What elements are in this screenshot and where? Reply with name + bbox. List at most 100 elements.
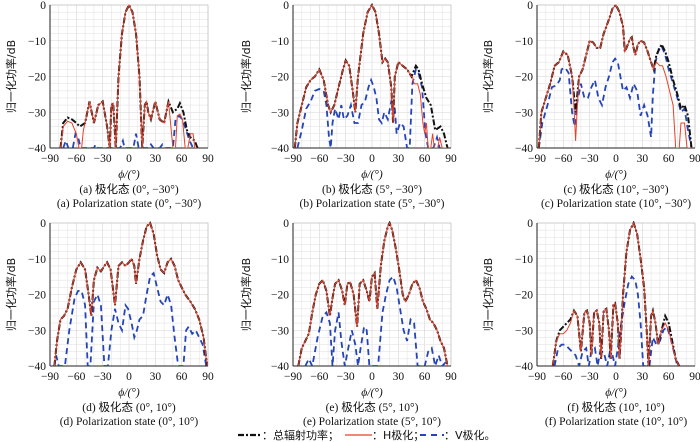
y-tick-label: 0 <box>283 0 289 12</box>
y-tick-label: −40 <box>28 143 46 155</box>
caption-en: (d) Polarization state (0°, 10°) <box>60 416 199 428</box>
y-axis-label: 归一化功率/dB <box>481 258 495 331</box>
y-tick-label: −10 <box>515 36 533 48</box>
x-tick-label: 90 <box>445 371 457 383</box>
x-tick-label: 30 <box>637 371 649 383</box>
series-h-polarization <box>297 221 448 366</box>
x-tick-label: 30 <box>150 371 162 383</box>
x-tick-label: −90 <box>41 371 59 383</box>
x-axis-label: ϕ/(°) <box>361 387 383 399</box>
y-tick-label: −20 <box>515 72 533 84</box>
x-tick-label: 90 <box>445 153 457 165</box>
x-tick-label: 90 <box>689 371 700 383</box>
y-tick-label: −10 <box>515 254 533 266</box>
x-tick-label: −30 <box>94 153 112 165</box>
y-tick-label: 0 <box>527 218 533 230</box>
subplot-d: −90 −60 −30 0 30 60 90 0 −10 −20 −30 −40 归一化功率/dB ϕ/(… <box>4 218 214 428</box>
x-tick-label: −90 <box>284 371 302 383</box>
caption-en: (f) Polarization state (10°, 10°) <box>545 416 688 428</box>
y-tick-label: −30 <box>515 325 533 337</box>
y-tick-label: −10 <box>271 254 289 266</box>
y-tick-label: −30 <box>515 107 533 119</box>
y-axis-label: 归一化功率/dB <box>239 258 253 331</box>
y-tick-label: −20 <box>271 290 289 302</box>
x-tick-label: 60 <box>663 153 675 165</box>
x-tick-label: −30 <box>94 371 112 383</box>
x-tick-label: 30 <box>393 371 405 383</box>
subplot-c: −90 −60 −30 0 30 60 90 0 −10 −20 −30 −40 归一化功率/dB ϕ/(… <box>481 0 700 210</box>
y-tick-label: −10 <box>28 254 46 266</box>
x-axis-label: ϕ/(°) <box>605 169 627 181</box>
y-tick-label: −30 <box>28 107 46 119</box>
series-v-polarization <box>553 275 679 366</box>
x-tick-label: −30 <box>337 371 355 383</box>
series-h-polarization <box>60 3 198 148</box>
legend-total-label: ：总辐射功率； <box>262 428 339 442</box>
series-h-polarization <box>53 222 208 366</box>
y-tick-label: −20 <box>271 72 289 84</box>
y-tick-label: 0 <box>527 0 533 12</box>
series-h-polarization <box>538 4 692 148</box>
x-tick-label: 60 <box>419 371 431 383</box>
x-tick-label: 60 <box>176 371 188 383</box>
x-tick-label: 0 <box>369 153 375 165</box>
x-tick-label: 90 <box>202 153 214 165</box>
y-tick-label: −10 <box>28 36 46 48</box>
grid <box>292 4 452 149</box>
x-tick-label: −30 <box>337 153 355 165</box>
caption-cn: (d) 极化态 (0°, 10°) <box>82 400 176 414</box>
y-tick-label: −30 <box>271 107 289 119</box>
y-tick-label: −10 <box>271 36 289 48</box>
x-tick-label: 0 <box>613 371 619 383</box>
legend: ：总辐射功率； ：H极化； ：V极化。 <box>238 428 496 442</box>
caption-en: (c) Polarization state (10°, −30°) <box>541 198 691 210</box>
x-tick-label: −30 <box>581 153 599 165</box>
x-tick-label: 30 <box>393 153 405 165</box>
x-tick-label: −60 <box>67 153 85 165</box>
series-h-polarization <box>294 3 448 148</box>
x-tick-label: −60 <box>554 371 572 383</box>
caption-cn: (a) 极化态 (0°, −30°) <box>79 182 179 196</box>
x-tick-label: −90 <box>41 153 59 165</box>
x-axis-label: ϕ/(°) <box>605 387 627 399</box>
grid <box>536 4 696 149</box>
x-axis-label: ϕ/(°) <box>118 387 140 399</box>
y-axis-label: 归一化功率/dB <box>481 40 495 113</box>
caption-cn: (e) 极化态 (5°, 10°) <box>326 400 419 414</box>
caption-cn: (b) 极化态 (5°, −30°) <box>322 182 422 196</box>
x-tick-label: −90 <box>284 153 302 165</box>
y-axis-label: 归一化功率/dB <box>239 40 253 113</box>
y-tick-label: −30 <box>271 325 289 337</box>
caption-en: (e) Polarization state (5°, 10°) <box>303 416 441 428</box>
x-tick-label: 60 <box>176 153 188 165</box>
x-tick-label: −60 <box>67 371 85 383</box>
legend-h-label: ：H极化； <box>372 428 424 442</box>
y-tick-label: −30 <box>28 325 46 337</box>
x-tick-label: 60 <box>663 371 675 383</box>
caption-cn: (c) 极化态 (10°, −30°) <box>563 182 668 196</box>
x-axis-label: ϕ/(°) <box>118 169 140 181</box>
x-tick-label: 60 <box>419 153 431 165</box>
x-tick-label: −30 <box>581 371 599 383</box>
series-v-polarization <box>62 114 194 148</box>
x-tick-label: 30 <box>637 153 649 165</box>
y-tick-label: 0 <box>40 218 46 230</box>
x-tick-label: −90 <box>528 371 546 383</box>
y-tick-label: −40 <box>515 143 533 155</box>
x-tick-label: 0 <box>126 153 132 165</box>
y-tick-label: −40 <box>271 143 289 155</box>
caption-cn: (f) 极化态 (10°, 10°) <box>567 400 665 414</box>
series-v-polarization <box>537 44 693 148</box>
caption-en: (a) Polarization state (0°, −30°) <box>57 198 202 210</box>
legend-v-label: ：V极化。 <box>444 428 496 442</box>
subplot-b: −90 −60 −30 0 30 60 90 0 −10 −20 −30 −40 归一化功率/dB ϕ/(… <box>239 0 457 210</box>
y-tick-label: −20 <box>515 290 533 302</box>
series-v-polarization <box>53 271 208 366</box>
y-axis-label: 归一化功率/dB <box>4 40 18 113</box>
caption-en: (b) Polarization state (5°, −30°) <box>299 198 444 210</box>
y-tick-label: −40 <box>271 361 289 373</box>
x-tick-label: 0 <box>126 371 132 383</box>
y-tick-label: −40 <box>28 361 46 373</box>
x-tick-label: −60 <box>554 153 572 165</box>
